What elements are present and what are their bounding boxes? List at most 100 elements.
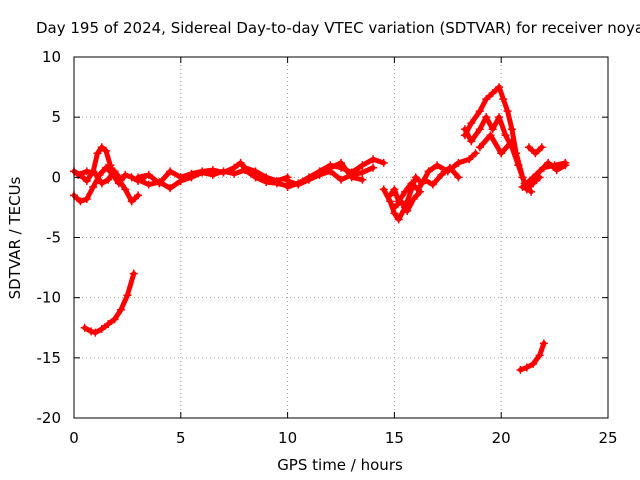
- data-point: [337, 158, 345, 167]
- data-point: [561, 161, 570, 170]
- data-point: [347, 173, 356, 182]
- data-point: [495, 83, 504, 92]
- data-point: [552, 166, 561, 175]
- series-trace: [477, 132, 515, 156]
- data-point: [501, 131, 510, 140]
- data-point: [337, 175, 345, 184]
- x-tick-label: 0: [69, 429, 79, 447]
- data-point: [82, 194, 91, 203]
- data-point: [475, 107, 484, 116]
- data-point: [390, 203, 399, 212]
- data-point: [134, 191, 143, 200]
- data-point: [424, 167, 433, 176]
- data-point: [507, 137, 516, 146]
- data-point: [326, 163, 335, 172]
- data-point: [272, 179, 281, 188]
- data-point: [166, 184, 175, 193]
- data-point: [482, 95, 491, 104]
- data-point: [304, 175, 313, 184]
- data-point: [219, 167, 228, 176]
- data-point: [116, 305, 125, 314]
- data-point: [176, 176, 185, 185]
- data-point: [454, 173, 463, 182]
- x-axis-label: GPS time / hours: [277, 456, 403, 474]
- data-point: [529, 359, 538, 368]
- data-point: [129, 269, 138, 278]
- data-point: [134, 175, 143, 184]
- series-seg-s: [516, 339, 548, 374]
- data-point: [82, 167, 91, 176]
- data-point: [379, 185, 388, 194]
- axis-ticks: [73, 56, 609, 419]
- data-point: [386, 191, 395, 200]
- data-point: [475, 125, 484, 134]
- data-point: [230, 169, 239, 178]
- data-point: [369, 163, 378, 172]
- series-trace: [327, 160, 365, 183]
- data-point: [76, 197, 85, 206]
- data-point: [358, 168, 367, 177]
- data-point: [127, 197, 136, 206]
- data-point: [80, 323, 89, 332]
- data-point: [166, 167, 175, 176]
- data-point: [283, 176, 292, 185]
- data-point: [187, 173, 196, 182]
- data-point: [531, 149, 540, 158]
- data-point: [544, 158, 553, 167]
- data-point: [236, 158, 245, 167]
- series-seg-n: [475, 131, 516, 158]
- data-point: [240, 166, 249, 175]
- data-point: [471, 149, 480, 158]
- data-point: [116, 175, 125, 184]
- data-point: [390, 185, 399, 194]
- series-seg-m: [460, 113, 536, 196]
- data-point: [121, 170, 130, 179]
- x-tick-label: 25: [598, 429, 617, 447]
- y-tick-label: -5: [46, 229, 61, 247]
- data-point: [529, 173, 538, 182]
- data-point: [527, 187, 536, 196]
- data-point: [467, 137, 476, 146]
- data-point: [497, 149, 506, 158]
- data-point: [91, 169, 100, 178]
- data-point: [97, 143, 106, 152]
- data-point: [522, 363, 531, 372]
- data-point: [403, 207, 412, 216]
- data-point: [409, 194, 418, 203]
- y-tick-label: 0: [51, 168, 61, 186]
- data-point: [110, 315, 119, 324]
- data-point: [369, 155, 378, 164]
- x-tick-label: 5: [176, 429, 186, 447]
- data-point: [495, 113, 504, 122]
- data-point: [465, 155, 474, 164]
- data-point: [475, 143, 484, 152]
- data-point: [198, 168, 207, 177]
- y-tick-label: -10: [37, 289, 62, 307]
- data-point: [104, 320, 113, 329]
- data-point: [467, 119, 476, 128]
- data-point: [518, 182, 527, 191]
- data-point: [394, 215, 403, 224]
- data-point: [97, 324, 106, 333]
- chart-title: Day 195 of 2024, Sidereal Day-to-day VTE…: [36, 19, 640, 37]
- data-point: [251, 173, 260, 182]
- series-seg-c: [74, 167, 125, 188]
- data-point: [460, 125, 469, 134]
- data-point: [416, 187, 425, 196]
- data-point: [488, 125, 497, 134]
- series-seg-r: [80, 269, 138, 337]
- data-point: [144, 170, 153, 179]
- data-point: [93, 149, 102, 158]
- data-point: [104, 175, 113, 184]
- data-point: [503, 107, 512, 116]
- data-point: [537, 143, 546, 152]
- y-tick-label: -20: [37, 409, 62, 427]
- data-point: [420, 175, 429, 184]
- data-point: [91, 328, 100, 337]
- data-point: [401, 187, 410, 196]
- x-tick-labels: 0 5 10 15 20 25: [69, 429, 617, 447]
- data-point: [428, 180, 437, 189]
- data-point: [82, 176, 91, 185]
- x-tick-label: 15: [385, 429, 404, 447]
- data-point: [454, 158, 463, 167]
